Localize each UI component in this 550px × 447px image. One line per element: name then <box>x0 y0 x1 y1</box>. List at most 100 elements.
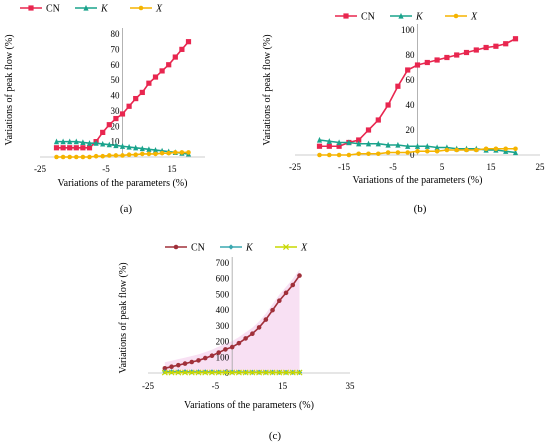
data-point <box>503 41 509 47</box>
data-point <box>86 140 93 146</box>
data-point <box>473 47 479 53</box>
data-point <box>153 151 158 157</box>
data-point <box>385 102 391 108</box>
data-point <box>80 139 86 145</box>
data-point <box>202 355 208 361</box>
x-tick-label: 25 <box>536 162 546 172</box>
data-point <box>176 362 181 368</box>
series-x <box>317 146 518 158</box>
data-point <box>60 138 66 145</box>
data-point <box>93 153 99 159</box>
y-tick-label: 40 <box>111 91 121 101</box>
x-tick-label: 15 <box>487 162 497 172</box>
series-x <box>161 369 303 376</box>
data-point <box>249 369 256 376</box>
data-point <box>236 340 242 346</box>
data-point <box>385 150 391 155</box>
data-point <box>209 353 215 359</box>
data-point <box>126 152 132 157</box>
panel-label: (b) <box>414 203 427 215</box>
data-point <box>503 146 509 152</box>
y-tick-label: 50 <box>111 75 121 85</box>
legend: CN K X <box>335 12 478 23</box>
x-axis-label: Variations of the parameters (%) <box>353 175 483 186</box>
x-tick-label: -25 <box>34 164 46 174</box>
data-point <box>385 141 391 148</box>
data-point <box>365 127 372 133</box>
data-point <box>474 147 479 153</box>
data-point <box>73 138 79 145</box>
x-tick-label: 15 <box>168 164 178 174</box>
y-axis-label: Variations of peak flow (%) <box>262 34 273 145</box>
panel-label: (a) <box>120 203 133 215</box>
y-tick-label: 100 <box>401 25 415 35</box>
data-point <box>152 146 159 153</box>
data-point <box>140 151 145 157</box>
y-tick-label: 30 <box>111 106 121 116</box>
data-point <box>161 369 168 376</box>
x-tick-label: -5 <box>389 162 397 172</box>
data-point <box>60 145 66 151</box>
data-point <box>405 67 411 73</box>
data-point <box>100 140 106 147</box>
data-point <box>74 154 79 160</box>
data-point <box>326 143 332 149</box>
data-point <box>434 148 440 154</box>
data-point <box>119 111 126 117</box>
data-point <box>283 369 290 376</box>
y-tick-label: 80 <box>111 29 121 39</box>
data-point <box>454 52 460 58</box>
data-point <box>67 138 73 145</box>
panel-label: (c) <box>269 430 282 442</box>
data-point <box>139 89 145 96</box>
data-point <box>256 369 263 376</box>
data-point <box>168 369 175 376</box>
data-point <box>152 74 159 80</box>
data-point <box>326 138 332 144</box>
data-point <box>53 138 60 145</box>
legend-label: K <box>100 4 109 15</box>
data-point <box>216 350 221 355</box>
legend-label: X <box>470 12 478 23</box>
data-point <box>425 148 430 154</box>
data-point <box>133 152 138 157</box>
y-axis-label: Variations of peak flow (%) <box>118 262 129 373</box>
data-point <box>493 146 499 152</box>
data-point <box>146 80 152 86</box>
legend-label: CN <box>191 243 205 254</box>
data-point <box>250 331 255 337</box>
y-tick-label: 700 <box>216 258 230 268</box>
series-cn <box>162 273 302 371</box>
data-point <box>188 369 195 376</box>
data-point <box>106 122 112 128</box>
legend-label: K <box>245 243 254 254</box>
data-point <box>229 344 235 350</box>
y-axis-label: Variations of peak flow (%) <box>4 34 15 145</box>
data-point <box>296 369 303 376</box>
data-point <box>262 369 269 376</box>
legend-label: CN <box>361 12 375 23</box>
data-point <box>126 143 132 150</box>
data-point <box>215 369 222 376</box>
data-point <box>80 154 86 160</box>
data-point <box>54 154 59 160</box>
data-point <box>375 117 381 123</box>
data-point <box>189 359 195 365</box>
data-point <box>395 150 401 155</box>
chart-panel-3: 0100200300400500600700-25-51535Variation… <box>118 243 355 443</box>
data-point <box>119 143 126 149</box>
y-tick-label: 100 <box>216 352 230 362</box>
data-point <box>395 141 401 148</box>
data-point <box>414 143 421 149</box>
data-point <box>356 137 362 143</box>
x-tick-label: 15 <box>278 381 288 391</box>
x-tick-label: 35 <box>346 381 356 391</box>
data-point <box>67 145 73 151</box>
y-tick-label: 400 <box>216 305 230 315</box>
data-point <box>434 57 440 63</box>
data-point <box>463 49 470 56</box>
data-point <box>126 103 132 109</box>
data-point <box>346 152 352 158</box>
data-point <box>283 290 289 296</box>
data-point <box>415 148 420 154</box>
